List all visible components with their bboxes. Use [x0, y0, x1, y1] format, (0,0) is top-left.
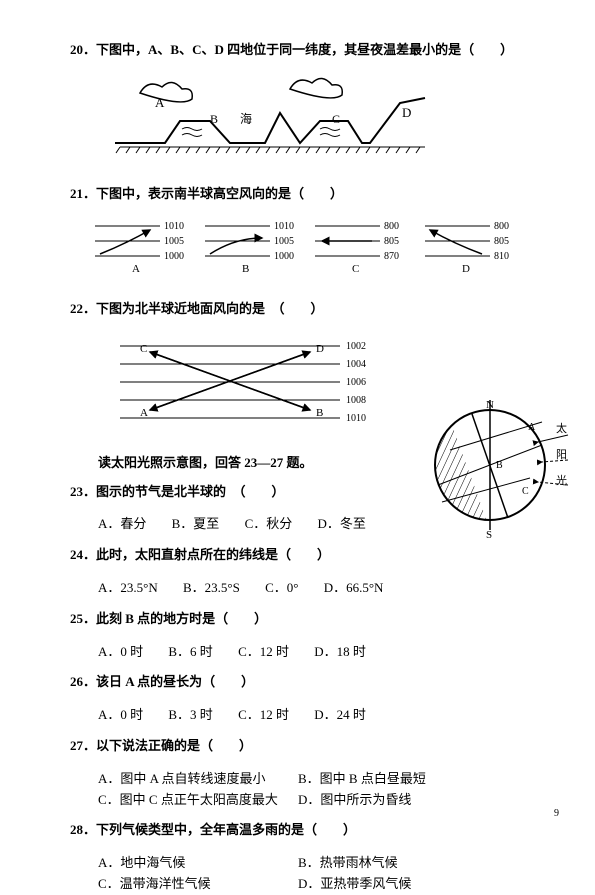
svg-text:C: C	[140, 343, 147, 355]
q24-num: 24．	[70, 547, 96, 562]
svg-text:1010: 1010	[274, 221, 294, 232]
q20-sea-left: 海	[240, 111, 252, 126]
q20: 20．下图中，A、B、C、D 四地位于同一纬度，其昼夜温差最小的是（ ）	[70, 40, 535, 61]
q23-opt-a: A．春分	[98, 514, 146, 535]
svg-text:D: D	[462, 263, 470, 275]
earth-ray-2: 阳	[556, 448, 567, 461]
svg-text:B: B	[316, 407, 323, 419]
q21-num: 21．	[70, 186, 96, 201]
q24-opt-a: A．23.5°N	[98, 578, 158, 599]
q27-options: A．图中 A 点自转线速度最小 B．图中 B 点白昼最短 C．图中 C 点正午太…	[98, 769, 535, 811]
svg-text:805: 805	[384, 236, 399, 247]
q25-opt-b: B．6 时	[168, 642, 212, 663]
q25-opt-a: A．0 时	[98, 642, 143, 663]
svg-text:805: 805	[494, 236, 509, 247]
svg-text:1002: 1002	[346, 341, 366, 352]
q20-figure: A B 海 C D	[110, 73, 535, 170]
earth-s: S	[486, 529, 492, 540]
q25-text: 此刻 B 点的地方时是（ ）	[96, 611, 267, 626]
q24-opt-c: C．0°	[265, 578, 298, 599]
q24-options: A．23.5°N B．23.5°S C．0° D．66.5°N	[98, 578, 535, 599]
q28-opt-a: A．地中海气候	[98, 853, 298, 874]
q26-options: A．0 时 B．3 时 C．12 时 D．24 时	[98, 705, 535, 726]
q28-opt-b: B．热带雨林气候	[298, 853, 498, 874]
q24-opt-b: B．23.5°S	[183, 578, 240, 599]
svg-text:1004: 1004	[346, 359, 366, 370]
svg-text:1008: 1008	[346, 395, 366, 406]
q21: 21．下图中，表示南半球高空风向的是（ ）	[70, 184, 535, 205]
q26-opt-b: B．3 时	[168, 705, 212, 726]
q24: 24．此时，太阳直射点所在的纬线是（ ）	[70, 545, 535, 566]
q28-opt-c: C．温带海洋性气候	[98, 874, 298, 895]
q20-label-a: A	[155, 95, 165, 110]
svg-text:D: D	[316, 343, 324, 355]
q28-opt-d: D．亚热带季风气候	[298, 874, 498, 895]
q27-opt-b: B．图中 B 点白昼最短	[298, 769, 498, 790]
q20-label-b: B	[210, 112, 218, 126]
q28-text: 下列气候类型中，全年高温多雨的是（ ）	[96, 822, 356, 837]
q27-opt-c: C．图中 C 点正午太阳高度最大	[98, 790, 298, 811]
q25-opt-c: C．12 时	[238, 642, 289, 663]
q26-num: 26．	[70, 674, 96, 689]
earth-a: A	[528, 422, 536, 433]
q23-opt-b: B．夏至	[172, 514, 220, 535]
svg-text:A: A	[140, 407, 148, 419]
earth-ray-1: 太	[556, 422, 567, 435]
q20-num: 20．	[70, 42, 96, 57]
q20-label-d: D	[402, 105, 411, 120]
q26-opt-a: A．0 时	[98, 705, 143, 726]
q21-figure: 1010 1005 1000 A 1010 1005 1000 B 800 80…	[90, 216, 535, 285]
svg-text:1010: 1010	[346, 413, 366, 424]
q26-opt-d: D．24 时	[314, 705, 366, 726]
page-number: 9	[554, 806, 559, 822]
q23-opt-d: D．冬至	[317, 514, 365, 535]
svg-text:1010: 1010	[164, 221, 184, 232]
q26: 26．该日 A 点的昼长为（ ）	[70, 672, 535, 693]
q28-num: 28．	[70, 822, 96, 837]
q21-text: 下图中，表示南半球高空风向的是（ ）	[96, 186, 343, 201]
earth-n: N	[486, 399, 494, 411]
svg-text:1000: 1000	[274, 251, 294, 262]
q23-opt-c: C．秋分	[245, 514, 293, 535]
q27-num: 27．	[70, 738, 96, 753]
q28-options: A．地中海气候 B．热带雨林气候 C．温带海洋性气候 D．亚热带季风气候	[98, 853, 535, 895]
q23-num: 23．	[70, 484, 96, 499]
q24-opt-d: D．66.5°N	[324, 578, 384, 599]
svg-text:1006: 1006	[346, 377, 366, 388]
q24-text: 此时，太阳直射点所在的纬线是（ ）	[96, 547, 330, 562]
q20-label-c: C	[332, 112, 340, 126]
q28: 28．下列气候类型中，全年高温多雨的是（ ）	[70, 820, 535, 841]
svg-text:C: C	[352, 263, 359, 275]
q22-text: 下图为北半球近地面风向的是 （ ）	[96, 301, 324, 316]
q25-opt-d: D．18 时	[314, 642, 366, 663]
svg-text:B: B	[242, 263, 249, 275]
q25-options: A．0 时 B．6 时 C．12 时 D．18 时	[98, 642, 535, 663]
svg-text:1005: 1005	[274, 236, 294, 247]
q25-num: 25．	[70, 611, 96, 626]
earth-b: B	[496, 460, 503, 471]
earth-ray-3: 光	[556, 473, 567, 487]
earth-figure: N S A B C 太 阳 光	[430, 390, 570, 540]
q27: 27．以下说法正确的是（ ）	[70, 736, 535, 757]
svg-text:A: A	[132, 263, 140, 275]
svg-text:1000: 1000	[164, 251, 184, 262]
q27-text: 以下说法正确的是（ ）	[96, 738, 252, 753]
q27-opt-d: D．图中所示为昏线	[298, 790, 498, 811]
q27-opt-a: A．图中 A 点自转线速度最小	[98, 769, 298, 790]
svg-text:800: 800	[384, 221, 399, 232]
q22-num: 22．	[70, 301, 96, 316]
q25: 25．此刻 B 点的地方时是（ ）	[70, 609, 535, 630]
earth-c: C	[522, 486, 529, 497]
q22: 22．下图为北半球近地面风向的是 （ ）	[70, 299, 535, 320]
q23-text: 图示的节气是北半球的 （ ）	[96, 484, 285, 499]
svg-text:870: 870	[384, 251, 399, 262]
svg-text:810: 810	[494, 251, 509, 262]
svg-text:800: 800	[494, 221, 509, 232]
q26-text: 该日 A 点的昼长为（ ）	[96, 674, 254, 689]
q20-text: 下图中，A、B、C、D 四地位于同一纬度，其昼夜温差最小的是（ ）	[96, 42, 513, 57]
svg-text:1005: 1005	[164, 236, 184, 247]
q26-opt-c: C．12 时	[238, 705, 289, 726]
